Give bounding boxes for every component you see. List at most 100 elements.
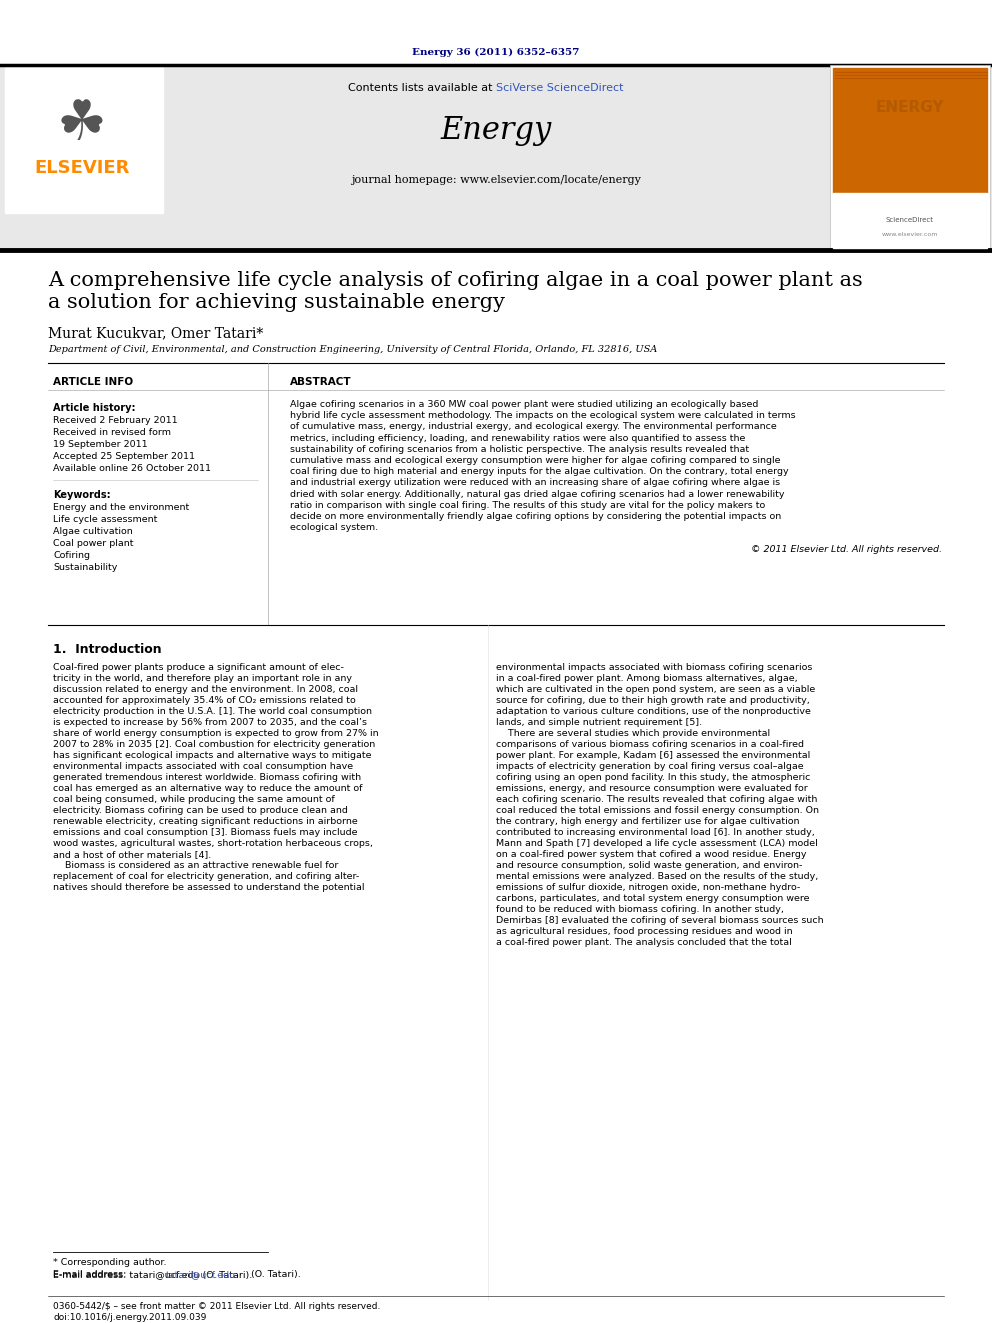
Text: a solution for achieving sustainable energy: a solution for achieving sustainable ene… [48,294,505,312]
Text: E-mail address: tatari@ucf.edu (O. Tatari).: E-mail address: tatari@ucf.edu (O. Tatar… [53,1270,252,1279]
Text: ARTICLE INFO: ARTICLE INFO [53,377,133,388]
Text: dried with solar energy. Additionally, natural gas dried algae cofiring scenario: dried with solar energy. Additionally, n… [290,490,785,499]
Text: electricity production in the U.S.A. [1]. The world coal consumption: electricity production in the U.S.A. [1]… [53,706,372,716]
Text: SciVerse ScienceDirect: SciVerse ScienceDirect [496,83,624,93]
Text: (O. Tatari).: (O. Tatari). [248,1270,301,1279]
Text: emissions, energy, and resource consumption were evaluated for: emissions, energy, and resource consumpt… [496,785,807,792]
Text: Coal-fired power plants produce a significant amount of elec-: Coal-fired power plants produce a signif… [53,663,344,672]
Text: Available online 26 October 2011: Available online 26 October 2011 [53,464,211,474]
Text: on a coal-fired power system that cofired a wood residue. Energy: on a coal-fired power system that cofire… [496,849,806,859]
Text: metrics, including efficiency, loading, and renewability ratios were also quanti: metrics, including efficiency, loading, … [290,434,745,443]
Text: and industrial exergy utilization were reduced with an increasing share of algae: and industrial exergy utilization were r… [290,479,780,487]
Text: Algae cofiring scenarios in a 360 MW coal power plant were studied utilizing an : Algae cofiring scenarios in a 360 MW coa… [290,400,758,409]
Text: which are cultivated in the open pond system, are seen as a viable: which are cultivated in the open pond sy… [496,685,815,695]
Text: Mann and Spath [7] developed a life cycle assessment (LCA) model: Mann and Spath [7] developed a life cycl… [496,839,817,848]
Text: replacement of coal for electricity generation, and cofiring alter-: replacement of coal for electricity gene… [53,872,359,881]
Text: lands, and simple nutrient requirement [5].: lands, and simple nutrient requirement [… [496,718,702,728]
Text: coal reduced the total emissions and fossil energy consumption. On: coal reduced the total emissions and fos… [496,806,819,815]
Text: sustainability of cofiring scenarios from a holistic perspective. The analysis r: sustainability of cofiring scenarios fro… [290,445,749,454]
Text: Demirbas [8] evaluated the cofiring of several biomass sources such: Demirbas [8] evaluated the cofiring of s… [496,916,823,925]
Text: in a coal-fired power plant. Among biomass alternatives, algae,: in a coal-fired power plant. Among bioma… [496,673,798,683]
Text: Coal power plant: Coal power plant [53,538,134,548]
Text: tatari@ucf.edu: tatari@ucf.edu [166,1270,236,1279]
Bar [0,65,992,250]
Text: ELSEVIER: ELSEVIER [35,159,130,177]
Text: as agricultural residues, food processing residues and wood in: as agricultural residues, food processin… [496,927,793,935]
Text: comparisons of various biomass cofiring scenarios in a coal-fired: comparisons of various biomass cofiring … [496,740,804,749]
Text: 19 September 2011: 19 September 2011 [53,441,148,448]
Text: the contrary, high energy and fertilizer use for algae cultivation: the contrary, high energy and fertilizer… [496,818,800,826]
Text: Energy: Energy [440,115,552,146]
Text: Accepted 25 September 2011: Accepted 25 September 2011 [53,452,195,460]
Text: accounted for approximately 35.4% of CO₂ emissions related to: accounted for approximately 35.4% of CO₂… [53,696,356,705]
Text: is expected to increase by 56% from 2007 to 2035, and the coal’s: is expected to increase by 56% from 2007… [53,718,367,728]
Text: electricity. Biomass cofiring can be used to produce clean and: electricity. Biomass cofiring can be use… [53,806,348,815]
Text: * Corresponding author.: * Corresponding author. [53,1258,167,1267]
Text: coal being consumed, while producing the same amount of: coal being consumed, while producing the… [53,795,334,804]
Text: A comprehensive life cycle analysis of cofiring algae in a coal power plant as: A comprehensive life cycle analysis of c… [48,270,863,290]
Text: Murat Kucukvar, Omer Tatari*: Murat Kucukvar, Omer Tatari* [48,325,263,340]
Text: and resource consumption, solid waste generation, and environ-: and resource consumption, solid waste ge… [496,861,803,871]
Text: 2007 to 28% in 2035 [2]. Coal combustion for electricity generation: 2007 to 28% in 2035 [2]. Coal combustion… [53,740,375,749]
Text: cumulative mass and ecological exergy consumption were higher for algae cofiring: cumulative mass and ecological exergy co… [290,456,781,464]
Text: decide on more environmentally friendly algae cofiring options by considering th: decide on more environmentally friendly … [290,512,782,521]
Text: ☘: ☘ [58,98,107,152]
Text: renewable electricity, creating significant reductions in airborne: renewable electricity, creating signific… [53,818,358,826]
Text: ScienceDirect: ScienceDirect [886,217,934,224]
Text: 1.  Introduction: 1. Introduction [53,643,162,656]
Text: found to be reduced with biomass cofiring. In another study,: found to be reduced with biomass cofirin… [496,905,784,914]
Text: Article history:: Article history: [53,404,136,413]
Bar [833,193,987,247]
Text: Keywords:: Keywords: [53,490,111,500]
Text: ratio in comparison with single coal firing. The results of this study are vital: ratio in comparison with single coal fir… [290,501,765,509]
Text: cofiring using an open pond facility. In this study, the atmospheric: cofiring using an open pond facility. In… [496,773,810,782]
Text: and a host of other materials [4].: and a host of other materials [4]. [53,849,211,859]
Text: © 2011 Elsevier Ltd. All rights reserved.: © 2011 Elsevier Ltd. All rights reserved… [751,545,942,554]
Text: Cofiring: Cofiring [53,550,90,560]
Text: Energy 36 (2011) 6352–6357: Energy 36 (2011) 6352–6357 [413,48,579,57]
Text: contributed to increasing environmental load [6]. In another study,: contributed to increasing environmental … [496,828,814,837]
Text: Sustainability: Sustainability [53,564,117,572]
Text: coal has emerged as an alternative way to reduce the amount of: coal has emerged as an alternative way t… [53,785,362,792]
Text: power plant. For example, Kadam [6] assessed the environmental: power plant. For example, Kadam [6] asse… [496,751,810,759]
Text: environmental impacts associated with biomass cofiring scenarios: environmental impacts associated with bi… [496,663,812,672]
Text: Biomass is considered as an attractive renewable fuel for: Biomass is considered as an attractive r… [53,861,338,871]
Text: mental emissions were analyzed. Based on the results of the study,: mental emissions were analyzed. Based on… [496,872,818,881]
Text: source for cofiring, due to their high growth rate and productivity,: source for cofiring, due to their high g… [496,696,809,705]
Bar [833,67,987,193]
Text: doi:10.1016/j.energy.2011.09.039: doi:10.1016/j.energy.2011.09.039 [53,1312,206,1322]
Text: ecological system.: ecological system. [290,523,378,532]
Text: Department of Civil, Environmental, and Construction Engineering, University of : Department of Civil, Environmental, and … [48,345,658,355]
Text: share of world energy consumption is expected to grow from 27% in: share of world energy consumption is exp… [53,729,379,738]
Text: environmental impacts associated with coal consumption have: environmental impacts associated with co… [53,762,353,771]
Text: emissions and coal consumption [3]. Biomass fuels may include: emissions and coal consumption [3]. Biom… [53,828,357,837]
Bar [5,67,163,213]
Text: Algae cultivation: Algae cultivation [53,527,133,536]
Text: generated tremendous interest worldwide. Biomass cofiring with: generated tremendous interest worldwide.… [53,773,361,782]
Text: has significant ecological impacts and alternative ways to mitigate: has significant ecological impacts and a… [53,751,371,759]
Text: emissions of sulfur dioxide, nitrogen oxide, non-methane hydro-: emissions of sulfur dioxide, nitrogen ox… [496,882,801,892]
Text: E-mail address:: E-mail address: [53,1270,129,1279]
Text: impacts of electricity generation by coal firing versus coal–algae: impacts of electricity generation by coa… [496,762,804,771]
Text: journal homepage: www.elsevier.com/locate/energy: journal homepage: www.elsevier.com/locat… [351,175,641,185]
Text: Life cycle assessment: Life cycle assessment [53,515,158,524]
Text: carbons, particulates, and total system energy consumption were: carbons, particulates, and total system … [496,894,809,904]
Text: Received 2 February 2011: Received 2 February 2011 [53,415,178,425]
Text: a coal-fired power plant. The analysis concluded that the total: a coal-fired power plant. The analysis c… [496,938,792,947]
Text: ENERGY: ENERGY [876,101,944,115]
Text: ABSTRACT: ABSTRACT [290,377,351,388]
Text: Contents lists available at: Contents lists available at [348,83,496,93]
Text: www.elsevier.com: www.elsevier.com [882,233,938,238]
Text: Energy and the environment: Energy and the environment [53,503,189,512]
Text: adaptation to various culture conditions, use of the nonproductive: adaptation to various culture conditions… [496,706,810,716]
Text: 0360-5442/$ – see front matter © 2011 Elsevier Ltd. All rights reserved.: 0360-5442/$ – see front matter © 2011 El… [53,1302,380,1311]
Text: discussion related to energy and the environment. In 2008, coal: discussion related to energy and the env… [53,685,358,695]
Text: tricity in the world, and therefore play an important role in any: tricity in the world, and therefore play… [53,673,352,683]
Text: wood wastes, agricultural wastes, short-rotation herbaceous crops,: wood wastes, agricultural wastes, short-… [53,839,373,848]
Text: There are several studies which provide environmental: There are several studies which provide … [496,729,770,738]
Text: each cofiring scenario. The results revealed that cofiring algae with: each cofiring scenario. The results reve… [496,795,817,804]
Text: natives should therefore be assessed to understand the potential: natives should therefore be assessed to … [53,882,364,892]
Text: Received in revised form: Received in revised form [53,429,171,437]
Text: hybrid life cycle assessment methodology. The impacts on the ecological system w: hybrid life cycle assessment methodology… [290,411,796,421]
Text: of cumulative mass, energy, industrial exergy, and ecological exergy. The enviro: of cumulative mass, energy, industrial e… [290,422,777,431]
